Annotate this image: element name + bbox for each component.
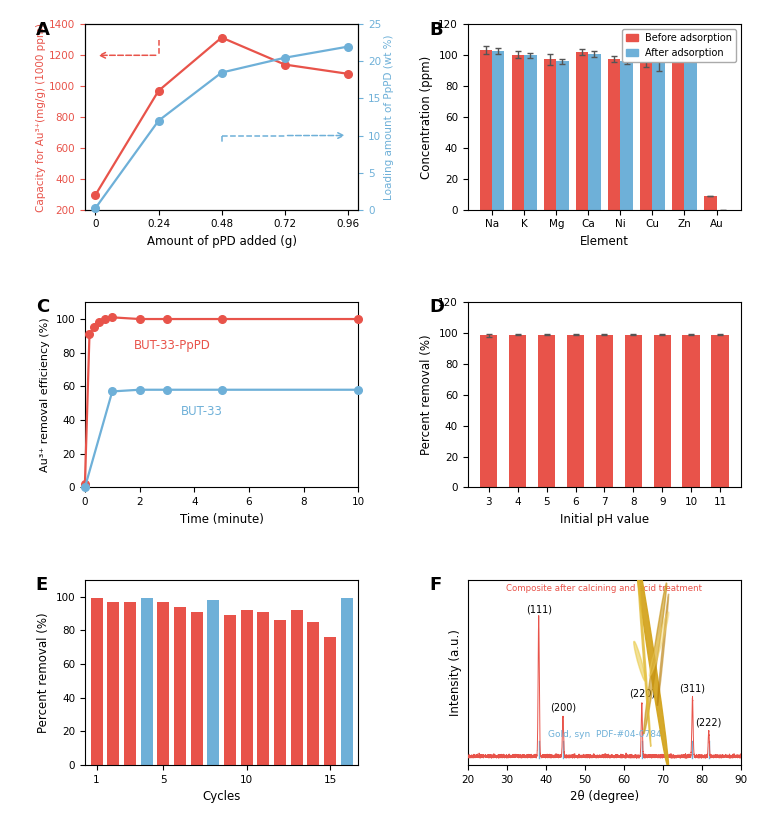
Bar	[191, 612, 202, 765]
Text: B: B	[429, 20, 443, 39]
Text: (222): (222)	[696, 717, 722, 727]
Text: Gold, syn  PDF-#04-0784: Gold, syn PDF-#04-0784	[547, 730, 662, 739]
Legend: Before adsorption, After adsorption: Before adsorption, After adsorption	[622, 29, 736, 62]
Bar	[608, 59, 621, 209]
Bar	[174, 607, 186, 765]
Text: (111): (111)	[526, 605, 552, 615]
Ellipse shape	[649, 612, 669, 676]
Text: (311): (311)	[679, 683, 706, 694]
Bar	[596, 335, 613, 488]
Bar	[274, 620, 286, 765]
Bar	[567, 335, 584, 488]
Bar	[307, 622, 320, 765]
Bar	[157, 602, 169, 765]
Ellipse shape	[644, 583, 667, 734]
Bar	[257, 612, 269, 765]
X-axis label: Cycles: Cycles	[202, 790, 241, 803]
Bar	[672, 49, 685, 209]
Bar	[208, 600, 219, 765]
Bar	[640, 59, 652, 209]
Bar	[621, 62, 632, 209]
Text: C: C	[36, 299, 49, 317]
Bar	[682, 335, 699, 488]
Y-axis label: Loading amount of PpPD (wt %): Loading amount of PpPD (wt %)	[384, 34, 394, 199]
Bar	[324, 637, 336, 765]
Text: D: D	[429, 299, 445, 317]
Bar	[480, 50, 493, 209]
Y-axis label: Percent removal (%): Percent removal (%)	[420, 335, 432, 455]
X-axis label: 2θ (degree): 2θ (degree)	[570, 790, 639, 803]
Text: BUT-33-PpPD: BUT-33-PpPD	[134, 339, 211, 352]
Bar	[124, 602, 136, 765]
Bar	[652, 63, 665, 209]
Text: F: F	[429, 576, 442, 594]
Text: (220): (220)	[628, 689, 655, 699]
Bar	[524, 55, 537, 209]
Bar	[588, 54, 601, 209]
Bar	[290, 610, 303, 765]
Y-axis label: Concentration (ppm): Concentration (ppm)	[420, 55, 432, 178]
X-axis label: Amount of pPD added (g): Amount of pPD added (g)	[147, 235, 296, 248]
X-axis label: Element: Element	[580, 235, 629, 248]
Bar	[480, 335, 497, 488]
Bar	[107, 602, 119, 765]
X-axis label: Time (minute): Time (minute)	[180, 513, 263, 526]
Bar	[90, 598, 103, 765]
Bar	[557, 62, 568, 209]
Bar	[512, 55, 524, 209]
Y-axis label: Percent removal (%): Percent removal (%)	[37, 612, 50, 733]
Ellipse shape	[634, 641, 645, 681]
Bar	[538, 335, 555, 488]
Text: BUT-33: BUT-33	[181, 405, 222, 418]
Text: (200): (200)	[550, 703, 576, 713]
Ellipse shape	[657, 594, 669, 706]
Bar	[141, 598, 153, 765]
Bar	[224, 615, 236, 765]
Y-axis label: Capacity for Au³⁺(mg/g) (1000 ppm): Capacity for Au³⁺(mg/g) (1000 ppm)	[36, 23, 46, 212]
Bar	[340, 598, 353, 765]
Ellipse shape	[634, 542, 669, 768]
Text: E: E	[36, 576, 48, 594]
Bar	[493, 50, 504, 209]
Bar	[654, 335, 671, 488]
Y-axis label: Intensity (a.u.): Intensity (a.u.)	[449, 629, 462, 716]
Bar	[241, 610, 252, 765]
Ellipse shape	[636, 550, 651, 746]
Bar	[509, 335, 527, 488]
Text: A: A	[36, 20, 49, 39]
Bar	[704, 195, 716, 209]
Bar	[625, 335, 642, 488]
Y-axis label: Au³⁺ removal efficiency (%): Au³⁺ removal efficiency (%)	[40, 317, 50, 472]
Bar	[685, 51, 696, 209]
Bar	[711, 335, 729, 488]
Bar	[576, 52, 588, 209]
Bar	[544, 59, 557, 209]
Text: Composite after calcining and acid treatment: Composite after calcining and acid treat…	[506, 584, 703, 593]
X-axis label: Initial pH value: Initial pH value	[560, 513, 649, 526]
